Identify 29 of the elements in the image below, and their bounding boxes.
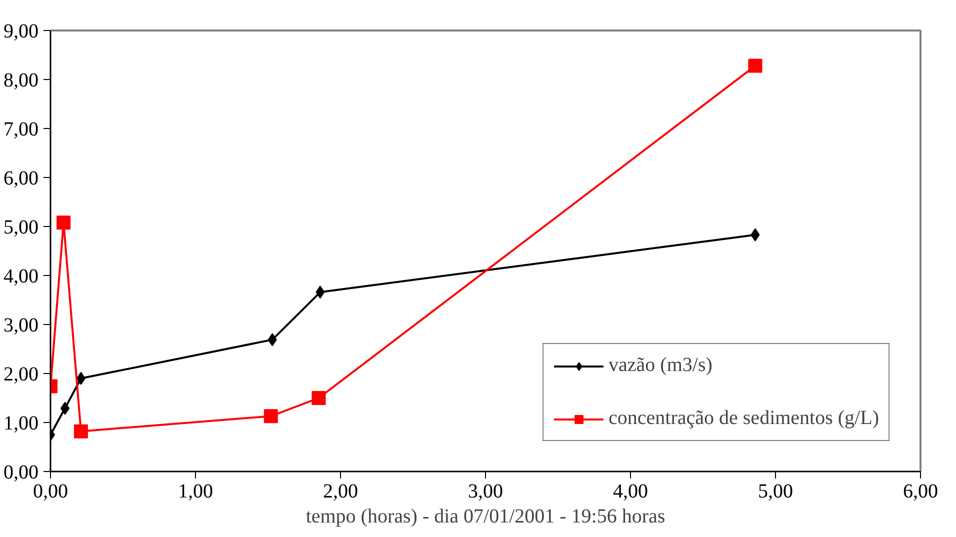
- y-tick-label: 8,00: [4, 70, 38, 92]
- y-tick-label: 9,00: [4, 20, 38, 42]
- legend-label: vazão (m3/s): [608, 354, 714, 377]
- x-tick-label: 1,00: [178, 480, 213, 502]
- x-tick-label: 4,00: [613, 480, 648, 502]
- legend-label: concentração de sedimentos (g/L): [608, 407, 879, 430]
- y-tick-label: 5,00: [4, 216, 38, 238]
- point: [268, 333, 277, 346]
- y-tick-label: 4,00: [4, 266, 38, 288]
- x-tick-label: 3,00: [468, 480, 503, 502]
- x-axis-title: tempo (horas) - dia 07/01/2001 - 19:56 horas: [306, 506, 666, 528]
- y-tick-label: 1,00: [4, 412, 38, 434]
- y-tick-label: 2,00: [4, 364, 38, 386]
- point: [316, 286, 325, 299]
- point: [750, 228, 760, 242]
- point: [264, 409, 278, 424]
- x-tick-label: 0,00: [33, 480, 68, 502]
- x-tick-label: 2,00: [323, 480, 358, 502]
- point: [76, 372, 86, 385]
- point: [56, 216, 71, 230]
- y-tick-label: 0,00: [4, 462, 38, 484]
- x-tick-label: 5,00: [758, 480, 793, 502]
- point: [74, 424, 88, 438]
- point: [748, 58, 762, 73]
- y-tick-label: 3,00: [4, 314, 38, 336]
- y-tick-label: 7,00: [4, 118, 38, 140]
- y-tick-label: 6,00: [4, 168, 38, 190]
- point: [312, 391, 326, 405]
- x-tick-label: 6,00: [903, 480, 938, 502]
